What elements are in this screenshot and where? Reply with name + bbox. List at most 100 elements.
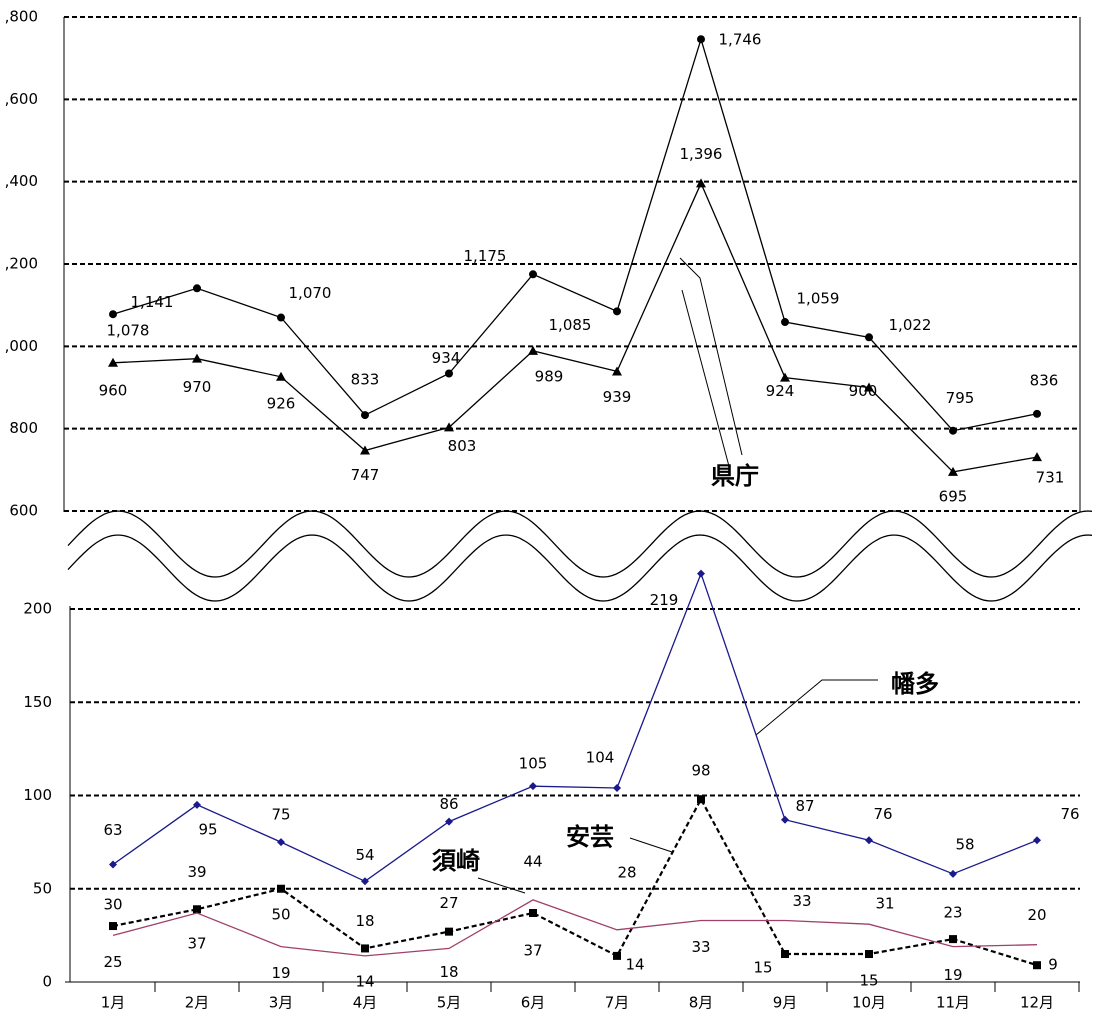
data-label: 20 (1027, 906, 1046, 924)
y-tick-label: ,600 (5, 90, 38, 108)
x-tick-label: 5月 (437, 994, 462, 1012)
marker (781, 815, 789, 824)
data-label: 54 (355, 846, 374, 864)
marker (613, 951, 621, 960)
data-label: 926 (267, 394, 296, 412)
marker (781, 950, 789, 959)
marker (193, 800, 201, 809)
y-tick-label: 800 (9, 419, 38, 437)
y-tick-label: ,200 (5, 255, 38, 273)
data-label: 15 (753, 959, 772, 977)
data-label: 95 (198, 820, 217, 838)
marker (781, 318, 789, 327)
marker (697, 795, 705, 804)
data-label: 44 (523, 852, 542, 870)
y-tick-label: 0 (42, 973, 52, 991)
data-label: 1,746 (719, 31, 762, 49)
data-label: 939 (603, 388, 632, 406)
y-tick-label: ,400 (5, 172, 38, 190)
marker (277, 838, 285, 847)
data-label: 1,396 (680, 145, 723, 163)
marker (444, 422, 454, 432)
data-label: 15 (859, 972, 878, 990)
marker (528, 345, 538, 355)
marker (361, 411, 369, 420)
marker (360, 445, 370, 455)
marker (865, 950, 873, 959)
marker (361, 877, 369, 886)
data-label: 37 (187, 934, 206, 952)
marker (865, 836, 873, 845)
marker (613, 307, 621, 316)
x-tick-label: 7月 (605, 994, 630, 1012)
marker (1032, 452, 1042, 462)
series-line (112, 899, 1038, 957)
leader-lines (477, 257, 878, 894)
x-tick-label: 4月 (353, 994, 378, 1012)
x-tick-label: 2月 (185, 994, 210, 1012)
data-label: 970 (183, 378, 212, 396)
x-tick-label: 9月 (773, 994, 798, 1012)
y-tick-label: 50 (33, 879, 52, 897)
data-label: 960 (99, 381, 128, 399)
break-wave (67, 510, 1093, 578)
series-line (112, 796, 1038, 967)
marker (696, 178, 706, 188)
data-label: 14 (625, 955, 644, 973)
marker (1033, 409, 1041, 418)
marker (949, 869, 957, 878)
leader-line (477, 877, 526, 894)
data-label: 19 (271, 964, 290, 982)
data-label: 1,078 (107, 322, 150, 340)
data-label: 98 (691, 762, 710, 780)
data-label: 37 (523, 941, 542, 959)
data-label: 76 (873, 805, 892, 823)
axis-break (0, 510, 1094, 606)
break-cover (0, 512, 1094, 606)
data-label: 58 (955, 835, 974, 853)
y-tick-label: ,000 (5, 337, 38, 355)
data-label: 18 (355, 912, 374, 930)
x-tick-label: 12月 (1020, 994, 1054, 1012)
data-label: 1,085 (549, 316, 592, 334)
data-label: 63 (103, 821, 122, 839)
x-tick-label: 10月 (852, 994, 886, 1012)
marker (1033, 961, 1041, 970)
marker (108, 357, 118, 367)
marker (1033, 836, 1041, 845)
marker (445, 369, 453, 378)
leader-line (679, 257, 743, 456)
data-label: 731 (1036, 469, 1065, 487)
data-label: 28 (617, 863, 636, 881)
data-label: 87 (795, 797, 814, 815)
data-label: 803 (448, 437, 477, 455)
marker (612, 366, 622, 376)
marker (780, 372, 790, 382)
marker (193, 905, 201, 914)
data-label: 1,141 (131, 293, 174, 311)
data-label: 900 (849, 382, 878, 400)
y-tick-label: 100 (23, 786, 52, 804)
marker (697, 35, 705, 44)
data-label: 795 (946, 389, 975, 407)
x-tick-label: 6月 (521, 994, 546, 1012)
marker (949, 426, 957, 435)
x-tick-label: 1月 (101, 994, 126, 1012)
x-tick-label: 11月 (936, 994, 970, 1012)
data-label: 50 (271, 905, 290, 923)
y-tick-label: 600 (9, 502, 38, 520)
y-tick-label: ,800 (5, 8, 38, 26)
x-tick-label: 3月 (269, 994, 294, 1012)
series-label: 安芸 (566, 823, 614, 851)
data-label: 836 (1030, 371, 1059, 389)
data-label: 934 (432, 349, 461, 367)
annotation: 県庁 (711, 462, 759, 490)
data-label: 86 (439, 795, 458, 813)
marker (529, 782, 537, 791)
marker (109, 860, 117, 869)
data-label: 9 (1048, 956, 1058, 974)
marker (361, 944, 369, 953)
data-label: 1,022 (889, 316, 932, 334)
marker (529, 908, 537, 917)
